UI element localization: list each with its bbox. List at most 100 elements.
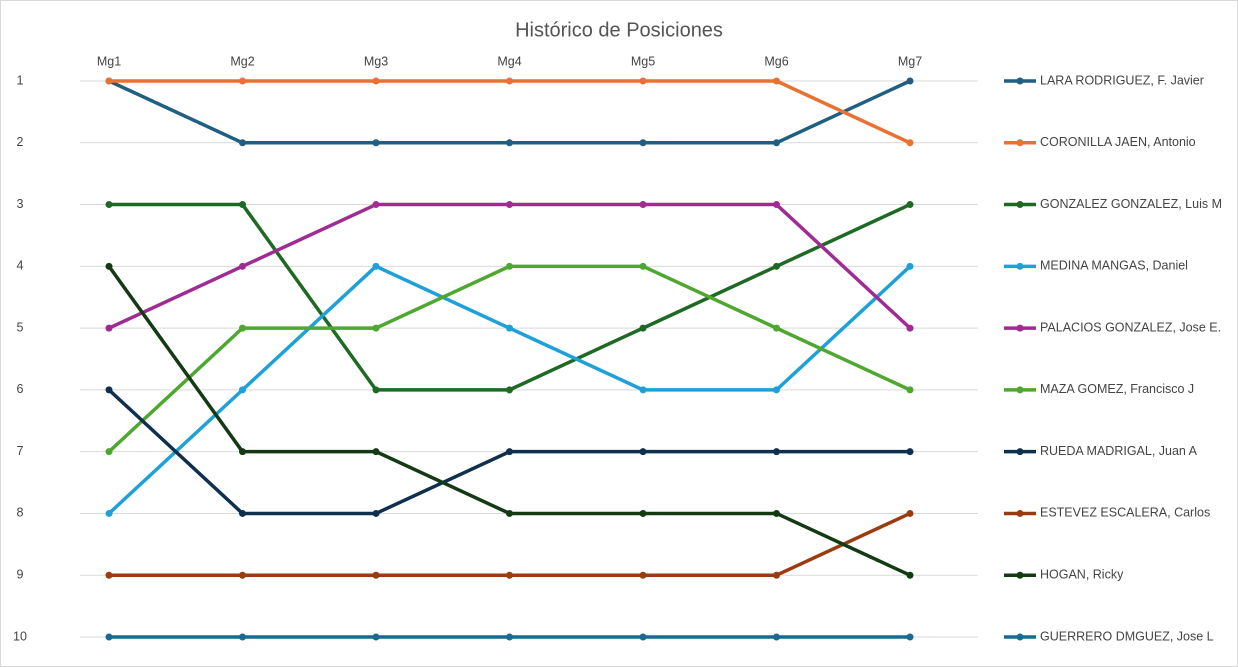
series-marker — [105, 448, 113, 456]
legend-label: MEDINA MANGAS, Daniel — [1040, 259, 1188, 273]
legend-label: RUEDA MADRIGAL, Juan A — [1040, 444, 1198, 458]
series-marker — [506, 77, 513, 85]
y-tick-label: 10 — [13, 629, 27, 643]
legend-label: GONZALEZ GONZALEZ, Luis M — [1040, 197, 1222, 211]
series-marker — [773, 77, 780, 85]
series-marker — [105, 386, 113, 394]
series-marker — [105, 324, 113, 332]
series-marker — [239, 509, 246, 517]
series-marker — [773, 262, 780, 270]
x-tick-label: Mg3 — [364, 54, 388, 68]
series-marker — [773, 448, 780, 456]
series-marker — [506, 262, 513, 270]
legend-label: MAZA GOMEZ, Francisco J — [1040, 382, 1194, 396]
legend-marker — [1016, 77, 1024, 85]
series-marker — [506, 139, 513, 147]
legend-marker — [1016, 262, 1024, 270]
x-tick-label: Mg5 — [631, 54, 655, 68]
series-marker — [506, 633, 513, 641]
series-marker — [773, 633, 780, 641]
legend-marker — [1016, 448, 1024, 456]
series-marker — [639, 633, 647, 641]
legend-label: ESTEVEZ ESCALERA, Carlos — [1040, 506, 1210, 520]
legend-marker — [1016, 201, 1024, 209]
series-marker — [639, 571, 647, 579]
legend-marker — [1016, 324, 1024, 332]
series-marker — [239, 386, 246, 394]
y-tick-label: 5 — [17, 320, 24, 334]
series-marker — [639, 386, 647, 394]
legend-marker — [1016, 571, 1024, 579]
series-marker — [372, 201, 380, 209]
y-tick-label: 4 — [17, 259, 24, 273]
y-tick-label: 1 — [17, 73, 24, 87]
y-tick-label: 9 — [17, 568, 24, 582]
series-marker — [239, 633, 246, 641]
series-marker — [372, 324, 380, 332]
y-tick-label: 3 — [17, 197, 24, 211]
series-marker — [239, 324, 246, 332]
legend-label: HOGAN, Ricky — [1040, 568, 1124, 582]
series-marker — [372, 633, 380, 641]
series-marker — [372, 509, 380, 517]
y-tick-label: 7 — [17, 444, 24, 458]
series-marker — [773, 509, 780, 517]
series-marker — [372, 386, 380, 394]
series-marker — [906, 633, 914, 641]
series-marker — [639, 201, 647, 209]
series-marker — [639, 448, 647, 456]
x-tick-label: Mg4 — [497, 54, 521, 68]
legend-label: GUERRERO DMGUEZ, Jose L — [1040, 629, 1214, 643]
chart-title: Histórico de Posiciones — [515, 19, 723, 41]
series-marker — [239, 571, 246, 579]
series-marker — [506, 448, 513, 456]
y-tick-label: 2 — [17, 135, 24, 149]
legend-label: LARA RODRIGUEZ, F. Javier — [1040, 73, 1204, 87]
x-tick-label: Mg6 — [764, 54, 788, 68]
x-tick-label: Mg7 — [898, 54, 922, 68]
legend-label: CORONILLA JAEN, Antonio — [1040, 135, 1196, 149]
legend-label: PALACIOS GONZALEZ, Jose E. — [1040, 320, 1221, 334]
series-marker — [906, 509, 914, 517]
legend-marker — [1016, 509, 1024, 517]
series-marker — [105, 633, 113, 641]
series-marker — [105, 262, 113, 270]
x-tick-label: Mg1 — [97, 54, 121, 68]
series-marker — [639, 262, 647, 270]
series-marker — [639, 77, 647, 85]
series-marker — [906, 386, 914, 394]
series-marker — [506, 571, 513, 579]
series-marker — [906, 571, 914, 579]
x-tick-label: Mg2 — [230, 54, 254, 68]
series-marker — [239, 201, 246, 209]
series-marker — [239, 262, 246, 270]
legend-marker — [1016, 139, 1024, 147]
series-marker — [105, 201, 113, 209]
series-marker — [639, 509, 647, 517]
series-marker — [105, 509, 113, 517]
series-marker — [639, 139, 647, 147]
series-marker — [773, 386, 780, 394]
series-marker — [906, 139, 914, 147]
series-marker — [239, 448, 246, 456]
series-marker — [105, 571, 113, 579]
series-marker — [773, 571, 780, 579]
series-marker — [506, 201, 513, 209]
series-marker — [105, 77, 113, 85]
series-marker — [372, 262, 380, 270]
series-marker — [239, 139, 246, 147]
y-tick-label: 6 — [17, 382, 24, 396]
series-marker — [906, 262, 914, 270]
series-marker — [906, 77, 914, 85]
series-marker — [506, 386, 513, 394]
series-marker — [773, 139, 780, 147]
series-marker — [639, 324, 647, 332]
series-marker — [372, 571, 380, 579]
series-marker — [906, 324, 914, 332]
series-marker — [506, 509, 513, 517]
series-marker — [773, 324, 780, 332]
series-marker — [773, 201, 780, 209]
